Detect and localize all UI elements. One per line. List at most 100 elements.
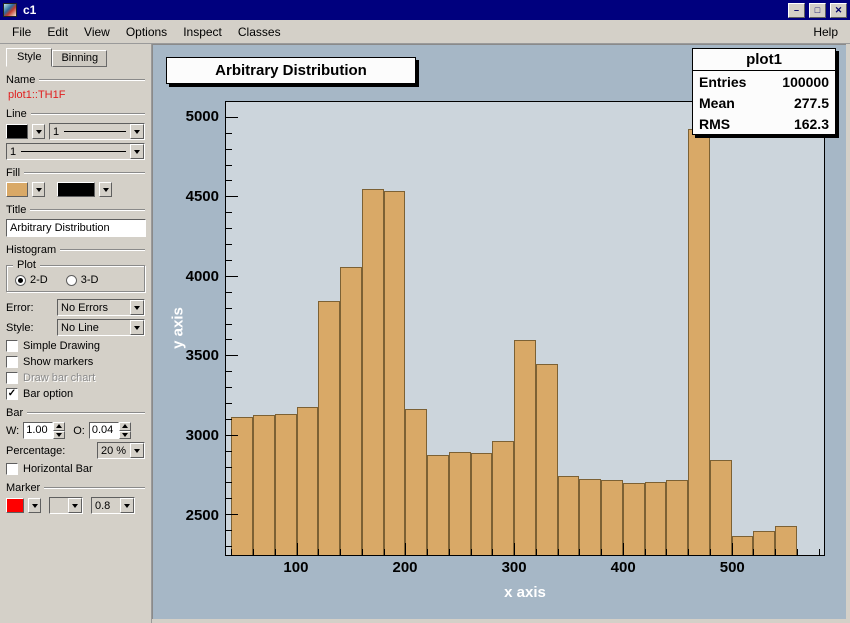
y-major-tick (226, 196, 238, 198)
checkbox-simple-drawing[interactable]: Simple Drawing (6, 340, 145, 352)
chevron-down-icon[interactable] (130, 300, 144, 315)
chevron-down-icon[interactable] (68, 498, 82, 513)
plot-title[interactable]: Arbitrary Distribution (166, 57, 416, 84)
histogram-bar (492, 440, 515, 555)
title-input[interactable] (6, 219, 146, 237)
close-icon[interactable]: ✕ (830, 2, 847, 18)
spin-up-icon[interactable] (53, 422, 66, 431)
menu-help[interactable]: Help (813, 24, 838, 39)
marker-color-dropdown-icon[interactable] (28, 498, 41, 513)
section-marker-label: Marker (6, 482, 41, 494)
histogram-bar (731, 535, 754, 555)
radio-3d[interactable]: 3-D (65, 274, 99, 286)
histogram-bar (427, 454, 449, 555)
chevron-down-icon[interactable] (130, 124, 144, 139)
canvas-container: Arbitrary Distribution plot1 Entries 100… (152, 44, 850, 623)
radio-3d-label: 3-D (80, 274, 99, 286)
line-color-swatch[interactable] (6, 124, 28, 139)
bar-offset-value[interactable]: 0.04 (88, 422, 119, 439)
bar-width-value[interactable]: 1.00 (23, 422, 54, 439)
error-combo[interactable]: No Errors (57, 299, 145, 316)
checkbox-box (6, 372, 18, 384)
marker-size-value: 0.8 (95, 499, 111, 512)
checkbox-label: Show markers (23, 356, 94, 368)
spin-down-icon[interactable] (118, 430, 131, 439)
x-major-tick (622, 543, 624, 555)
histogram-bar (296, 407, 319, 555)
y-minor-tick (226, 180, 232, 182)
x-minor-tick (775, 549, 777, 555)
y-minor-tick (226, 212, 232, 214)
x-minor-tick (535, 549, 537, 555)
tab-binning[interactable]: Binning (52, 50, 108, 67)
percentage-combo[interactable]: 20 % (97, 442, 145, 459)
spin-up-icon[interactable] (118, 422, 131, 431)
y-axis-labels: 2500 3000 3500 4000 4500 5000 (153, 101, 219, 556)
y-major-tick (226, 434, 238, 436)
histogram-bar (470, 453, 493, 555)
section-name-label: Name (6, 74, 36, 86)
fill-color-dropdown-icon[interactable] (32, 182, 45, 197)
stats-title: plot1 (693, 49, 835, 71)
minimize-icon[interactable]: – (788, 2, 805, 18)
fill-color-swatch[interactable] (6, 182, 28, 197)
menu-view[interactable]: View (84, 24, 110, 39)
x-axis-title: x axis (504, 584, 546, 601)
fill-pattern-dropdown-icon[interactable] (99, 182, 112, 197)
editor-tabs: Style Binning (6, 46, 145, 67)
histogram-bar (666, 480, 689, 555)
x-minor-tick (557, 549, 559, 555)
stats-row-rms: RMS 162.3 (693, 113, 835, 134)
style-combo[interactable]: No Line (57, 319, 145, 336)
line-width-combo[interactable]: 1 (6, 143, 145, 160)
menu-options[interactable]: Options (125, 24, 168, 39)
radio-2d[interactable]: 2-D (15, 274, 48, 286)
checkbox-box[interactable] (6, 463, 18, 475)
histogram-bar (274, 413, 297, 555)
x-minor-tick (492, 549, 494, 555)
marker-size-combo[interactable]: 0.8 (91, 497, 135, 514)
checkbox-show-markers[interactable]: Show markers (6, 356, 145, 368)
menu-edit[interactable]: Edit (47, 24, 69, 39)
radio-2d-circle[interactable] (15, 274, 26, 286)
chevron-down-icon[interactable] (120, 498, 134, 513)
x-tick-label: 400 (610, 559, 636, 576)
bar-width-stepper[interactable]: 1.00 (23, 422, 66, 439)
checkbox-box[interactable] (6, 340, 18, 352)
x-major-tick (405, 543, 407, 555)
menu-inspect[interactable]: Inspect (183, 24, 222, 39)
stats-box[interactable]: plot1 Entries 100000 Mean 277.5 RMS 162.… (692, 48, 836, 135)
menu-classes[interactable]: Classes (237, 24, 281, 39)
marker-color-swatch[interactable] (6, 498, 24, 513)
plot-frame[interactable] (225, 101, 825, 556)
y-minor-tick (226, 291, 232, 293)
section-bar: Bar (6, 407, 145, 419)
maximize-icon[interactable]: □ (809, 2, 826, 18)
menu-file[interactable]: File (12, 24, 32, 39)
radio-3d-circle[interactable] (65, 274, 77, 286)
line-style-value: 1 (53, 125, 60, 138)
x-tick-label: 500 (719, 559, 745, 576)
marker-style-combo[interactable] (49, 497, 83, 514)
line-style-combo[interactable]: 1 (49, 123, 145, 140)
chevron-down-icon[interactable] (130, 320, 144, 335)
checkbox-horizontal-bar[interactable]: Horizontal Bar (6, 463, 145, 475)
checkbox-box[interactable] (6, 356, 18, 368)
checkbox-bar-option[interactable]: Bar option (6, 388, 145, 400)
x-minor-tick (340, 549, 342, 555)
tab-style[interactable]: Style (6, 48, 53, 67)
chevron-down-icon[interactable] (130, 144, 144, 159)
y-minor-tick (226, 387, 232, 389)
root-canvas[interactable]: Arbitrary Distribution plot1 Entries 100… (152, 44, 846, 619)
chevron-down-icon[interactable] (130, 443, 144, 458)
checkbox-box[interactable] (6, 388, 18, 400)
fill-pattern-swatch[interactable] (57, 182, 95, 197)
percentage-label: Percentage: (6, 444, 66, 457)
x-minor-tick (688, 549, 690, 555)
y-major-tick (226, 116, 238, 118)
spin-down-icon[interactable] (53, 430, 66, 439)
line-color-dropdown-icon[interactable] (32, 124, 45, 139)
y-minor-tick (226, 244, 232, 246)
marker-row: 0.8 (6, 497, 145, 514)
bar-offset-stepper[interactable]: 0.04 (88, 422, 131, 439)
